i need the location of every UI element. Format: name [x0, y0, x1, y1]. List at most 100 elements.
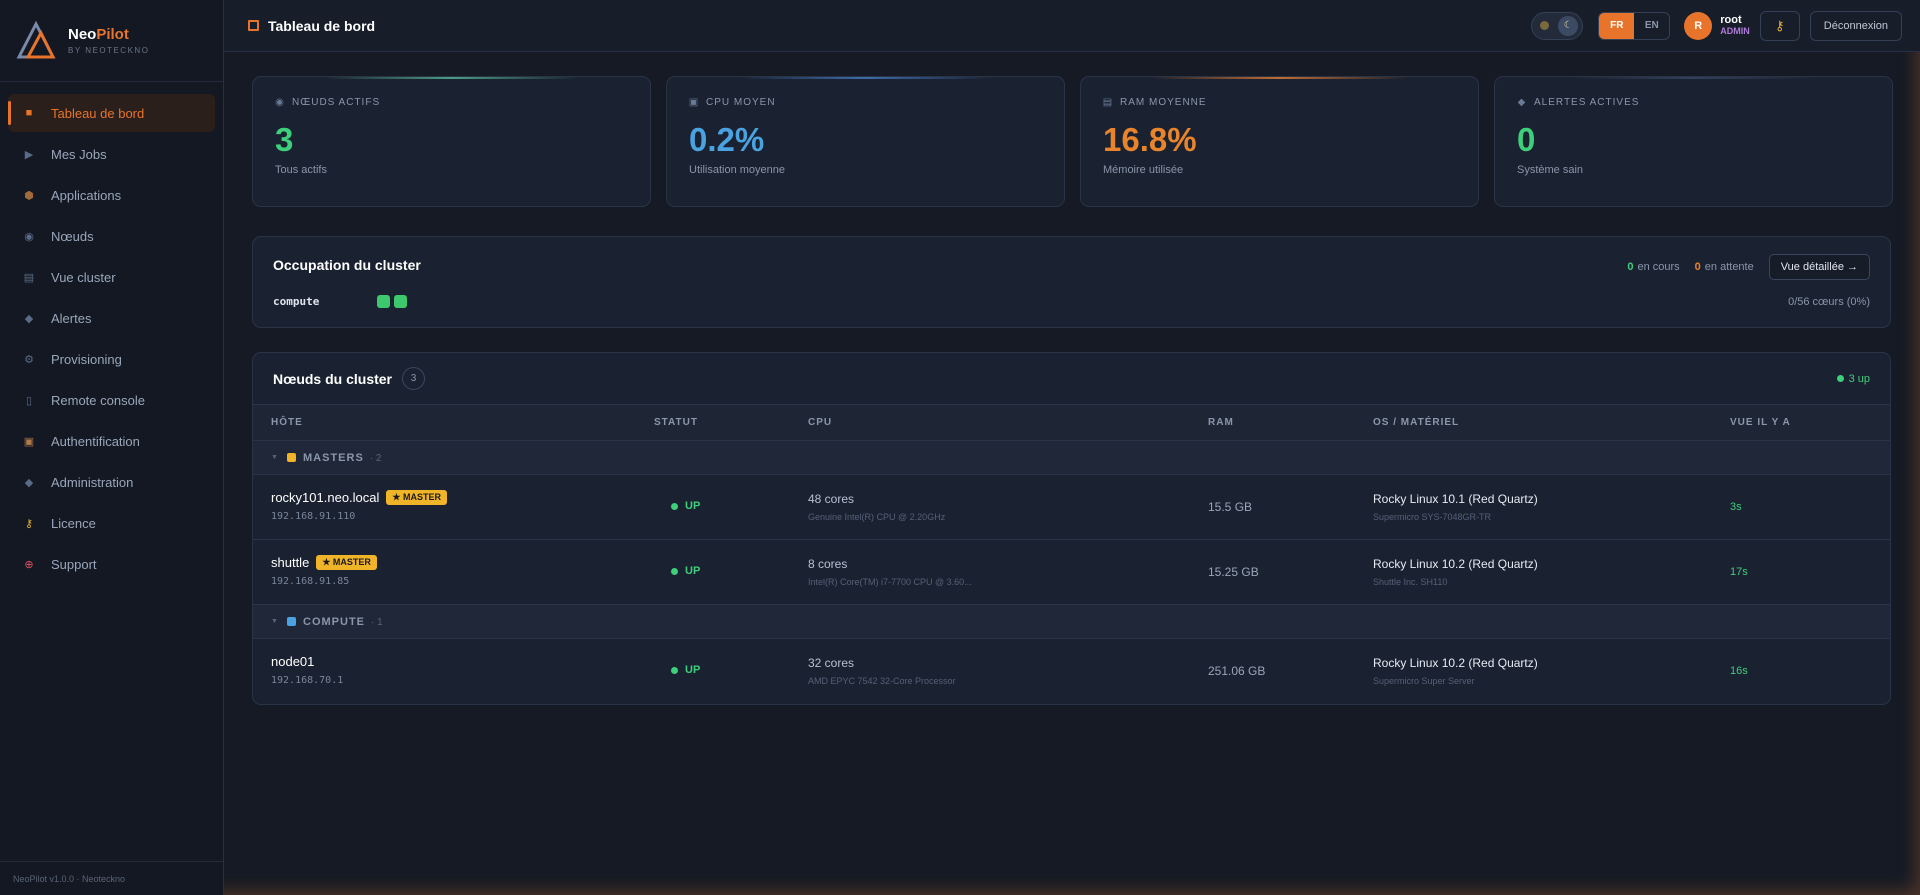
- node-icon: ◉: [275, 97, 285, 108]
- main-content: Tableau de bord ☾ FR EN R root ADMIN ⚷: [224, 0, 1920, 895]
- sidebar-item-label: Remote console: [51, 392, 145, 408]
- column-header[interactable]: RAM: [1208, 417, 1234, 428]
- cores-usage: 0/56 cœurs (0%): [1788, 295, 1870, 308]
- sidebar-item-applications[interactable]: ⬢ Applications: [8, 176, 215, 214]
- column-header[interactable]: HÔTE: [271, 417, 303, 428]
- sidebar-item-label: Applications: [51, 187, 122, 203]
- sidebar-item-jobs[interactable]: ▶ Mes Jobs: [8, 135, 215, 173]
- language-switcher: FR EN: [1598, 11, 1671, 40]
- cpu-model: Genuine Intel(R) CPU @ 2.20GHz: [808, 512, 946, 522]
- column-header[interactable]: OS / MATÉRIEL: [1373, 417, 1460, 428]
- lang-en-button[interactable]: EN: [1644, 20, 1659, 31]
- table-row[interactable]: shuttle ★ MASTER 192.168.91.85 UP 8 cores…: [253, 540, 1890, 605]
- chevron-down-icon: ▼: [271, 618, 279, 625]
- node-slot[interactable]: [377, 295, 390, 308]
- table-row[interactable]: node01 192.168.70.1 UP 32 cores AMD EPYC …: [253, 639, 1890, 704]
- brand-tagline: BY NEOTECKNO: [68, 46, 150, 55]
- lang-fr-button[interactable]: FR: [1599, 12, 1635, 39]
- sidebar-item-authentication[interactable]: ▣ Authentification: [8, 422, 215, 460]
- partition-name: compute: [273, 295, 320, 308]
- sidebar-item-dashboard[interactable]: ■ Tableau de bord: [8, 94, 215, 132]
- stat-card-alerts: ◆ ALERTES ACTIVES 0 Système sain: [1494, 76, 1893, 207]
- stat-subtitle: Système sain: [1517, 164, 1584, 176]
- group-name: MASTERS: [303, 451, 364, 464]
- user-role: ADMIN: [1720, 25, 1750, 36]
- sidebar-item-cluster-view[interactable]: ▤ Vue cluster: [8, 258, 215, 296]
- moon-icon: ☾: [1558, 15, 1579, 36]
- nodes-count-badge: 3: [402, 367, 426, 390]
- group-row-compute[interactable]: ▼ COMPUTE · 1: [253, 605, 1890, 639]
- sidebar-item-nodes[interactable]: ◉ Nœuds: [8, 217, 215, 255]
- sidebar-item-label: Licence: [51, 515, 96, 531]
- memory-icon: ▤: [1102, 97, 1114, 108]
- host-name[interactable]: rocky101.neo.local: [271, 490, 380, 505]
- nodes-title: Nœuds du cluster: [273, 370, 393, 387]
- diamond-icon: ◆: [24, 312, 34, 325]
- sidebar-item-label: Vue cluster: [51, 269, 116, 285]
- brand[interactable]: NeoPilot BY NEOTECKNO: [0, 0, 223, 82]
- master-badge: ★ MASTER: [316, 555, 377, 570]
- hardware-name: Supermicro Super Server: [1373, 676, 1475, 686]
- neopilot-logo-icon: [16, 20, 56, 58]
- os-name: Rocky Linux 10.1 (Red Quartz): [1373, 492, 1538, 506]
- table-row[interactable]: rocky101.neo.local ★ MASTER 192.168.91.11…: [253, 475, 1890, 540]
- sidebar-item-provisioning[interactable]: ⚙ Provisioning: [8, 340, 215, 378]
- sidebar-item-label: Tableau de bord: [51, 105, 145, 121]
- hardware-name: Supermicro SYS-7048GR-TR: [1373, 512, 1492, 522]
- status-dot: [671, 502, 678, 510]
- terminal-icon: ▯: [25, 394, 33, 407]
- stat-label: CPU MOYEN: [706, 97, 776, 108]
- host-ip: 192.168.91.85: [271, 576, 350, 587]
- sidebar-item-label: Nœuds: [51, 228, 94, 244]
- host-name[interactable]: node01: [271, 654, 315, 669]
- up-status-badge: 3 up: [1836, 373, 1870, 385]
- dashboard-icon: ■: [25, 107, 33, 119]
- stat-value: 3: [275, 121, 294, 158]
- sidebar-item-label: Authentification: [51, 433, 140, 449]
- group-count: · 1: [371, 616, 383, 628]
- stat-card-cpu: ▣ CPU MOYEN 0.2% Utilisation moyenne: [666, 76, 1065, 207]
- stats-row: ◉ NŒUDS ACTIFS 3 Tous actifs ▣ CPU MOYEN 0…: [252, 76, 1893, 207]
- diamond-icon: ◆: [24, 476, 34, 489]
- lifebuoy-icon: ⊕: [24, 558, 34, 571]
- os-name: Rocky Linux 10.2 (Red Quartz): [1373, 656, 1538, 670]
- stat-value: 0: [1517, 121, 1536, 158]
- node-slot[interactable]: [394, 295, 407, 308]
- sidebar-item-administration[interactable]: ◆ Administration: [8, 463, 215, 501]
- username: root: [1720, 13, 1742, 26]
- sidebar-item-support[interactable]: ⊕ Support: [8, 545, 215, 583]
- ram-value: 15.25 GB: [1208, 565, 1259, 579]
- stat-card-ram: ▤ RAM MOYENNE 16.8% Mémoire utilisée: [1080, 76, 1479, 207]
- key-icon: ⚷: [24, 517, 34, 530]
- sidebar-item-label: Alertes: [51, 310, 92, 326]
- sidebar-item-licence[interactable]: ⚷ Licence: [8, 504, 215, 542]
- group-row-masters[interactable]: ▼ MASTERS · 2: [253, 441, 1890, 475]
- column-header[interactable]: CPU: [808, 417, 833, 428]
- stat-subtitle: Mémoire utilisée: [1103, 164, 1184, 176]
- stat-subtitle: Tous actifs: [275, 164, 327, 176]
- column-header[interactable]: VUE IL Y A: [1730, 417, 1791, 428]
- brand-name: NeoPilot: [68, 26, 129, 43]
- ram-value: 15.5 GB: [1208, 500, 1253, 514]
- cpu-cores: 8 cores: [808, 557, 848, 571]
- node-icon: ◉: [24, 230, 34, 243]
- status-badge: UP: [671, 500, 700, 512]
- sidebar-item-remote-console[interactable]: ▯ Remote console: [8, 381, 215, 419]
- sidebar-item-alerts[interactable]: ◆ Alertes: [8, 299, 215, 337]
- chevron-down-icon: ▼: [271, 454, 279, 461]
- cpu-model: AMD EPYC 7542 32-Core Processor: [808, 676, 956, 686]
- cpu-cores: 32 cores: [808, 656, 855, 670]
- user-menu[interactable]: R root ADMIN: [1684, 11, 1750, 40]
- cpu-icon: ▣: [688, 97, 700, 108]
- dashboard-icon: [248, 20, 259, 31]
- theme-toggle[interactable]: ☾: [1531, 11, 1584, 40]
- detailed-view-button[interactable]: Vue détaillée →: [1768, 254, 1870, 280]
- status-badge: UP: [671, 565, 700, 577]
- column-header[interactable]: STATUT: [654, 417, 698, 428]
- diamond-icon: ◆: [1517, 97, 1527, 108]
- last-seen: 16s: [1730, 665, 1748, 677]
- last-seen: 3s: [1730, 501, 1742, 513]
- host-name[interactable]: shuttle: [271, 555, 310, 570]
- logout-button[interactable]: Déconnexion: [1809, 10, 1902, 41]
- change-password-button[interactable]: ⚷: [1759, 10, 1800, 41]
